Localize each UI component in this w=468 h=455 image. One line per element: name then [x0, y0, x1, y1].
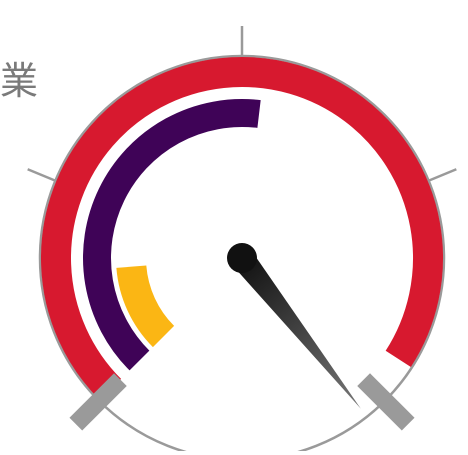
middle-band — [83, 99, 261, 371]
gauge-needle — [232, 250, 361, 409]
start-marker — [69, 373, 127, 431]
side-label: 業 — [0, 59, 39, 103]
inner-band — [116, 265, 175, 348]
outer-band — [41, 57, 443, 401]
end-marker — [357, 373, 415, 431]
needle-hub — [227, 243, 257, 273]
